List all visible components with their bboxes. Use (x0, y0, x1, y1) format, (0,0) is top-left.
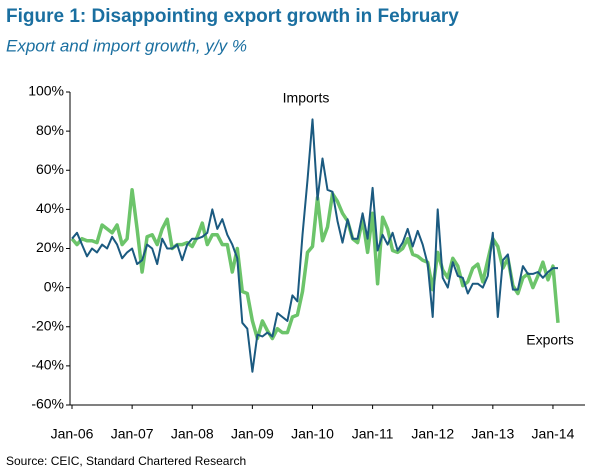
x-tick-label: Jan-07 (111, 426, 154, 442)
source: Source: CEIC, Standard Chartered Researc… (6, 454, 246, 468)
x-tick-label: Jan-14 (532, 426, 575, 442)
x-tick-label: Jan-08 (171, 426, 214, 442)
y-tick-label: 60% (36, 161, 64, 177)
chart-subtitle: Export and import growth, y/y % (6, 36, 247, 55)
x-tick-label: Jan-10 (291, 426, 334, 442)
y-tick-label: -20% (31, 317, 64, 333)
y-tick-label: 20% (36, 239, 64, 255)
y-tick-label: -40% (31, 357, 64, 373)
annotation: Imports (283, 90, 330, 106)
series-line (70, 188, 560, 341)
chart-title: Figure 1: Disappointing export growth in… (6, 6, 459, 27)
annotation: Exports (526, 332, 573, 348)
x-tick-label: Jan-12 (411, 426, 454, 442)
series-line (71, 118, 558, 373)
y-tick-label: 40% (36, 200, 64, 216)
x-tick-label: Jan-09 (231, 426, 274, 442)
x-tick-label: Jan-06 (51, 426, 94, 442)
y-tick-label: 100% (28, 83, 64, 99)
y-tick-label: -60% (31, 396, 64, 412)
y-tick-label: 0% (44, 278, 64, 294)
x-tick-label: Jan-11 (352, 426, 394, 442)
x-tick-label: Jan-13 (471, 426, 514, 442)
y-tick-label: 80% (36, 122, 64, 138)
